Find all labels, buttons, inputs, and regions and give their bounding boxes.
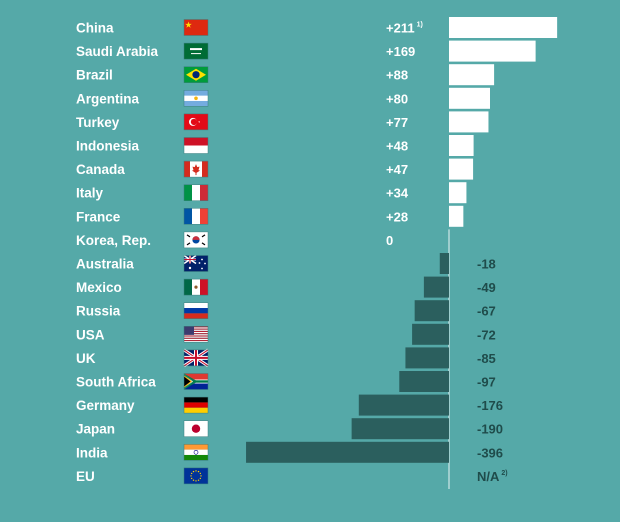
country-label-brazil: Brazil: [76, 68, 113, 83]
bar-brazil: [449, 64, 495, 86]
bar-australia: [439, 253, 449, 274]
value-label-argentina: +80: [386, 91, 408, 106]
usa-flag-icon: [183, 326, 209, 343]
bar-germany: [358, 394, 449, 416]
country-label-eu: EU: [76, 469, 95, 484]
korea-flag-icon: [183, 231, 209, 249]
mexico-flag-icon: [183, 278, 209, 296]
japan-flag-icon: [183, 420, 209, 437]
value-label-australia: -18: [477, 257, 496, 272]
value-label-eu: N/A: [477, 469, 500, 484]
country-label-germany: Germany: [76, 398, 135, 413]
australia-flag-icon: [183, 254, 209, 272]
germany-flag-icon: [183, 396, 209, 414]
south-africa-flag-icon: [183, 373, 209, 390]
saudi-arabia-flag-icon: [183, 42, 209, 60]
value-label-brazil: +88: [386, 68, 408, 83]
bar-russia: [414, 300, 449, 322]
country-label-turkey: Turkey: [76, 115, 120, 130]
bar-japan: [351, 418, 449, 440]
bar-saudi-arabia: [449, 40, 536, 62]
footnote-marker-eu: 2): [501, 470, 507, 477]
bar-italy: [449, 182, 467, 204]
value-label-turkey: +77: [386, 115, 408, 130]
country-label-india: India: [76, 445, 108, 460]
country-label-france: France: [76, 209, 121, 224]
value-label-canada: +47: [386, 162, 408, 177]
bar-france: [449, 205, 464, 227]
bar-uk: [405, 347, 449, 369]
bar-india: [246, 441, 449, 463]
bar-china: [449, 17, 558, 38]
country-label-canada: Canada: [76, 162, 125, 177]
italy-flag-icon: [183, 184, 209, 201]
value-label-india: -396: [477, 445, 503, 460]
value-label-france: +28: [386, 209, 408, 224]
value-label-south-africa: -97: [477, 375, 496, 390]
bar-mexico: [423, 276, 449, 298]
india-flag-icon: [183, 444, 209, 461]
value-label-italy: +34: [386, 186, 409, 201]
country-label-china: China: [76, 21, 114, 36]
indonesia-flag-icon: [183, 137, 209, 154]
russia-flag-icon: [183, 302, 209, 319]
country-label-uk: UK: [76, 351, 96, 366]
value-label-korea-rep: 0: [386, 233, 393, 248]
brazil-flag-icon: [183, 66, 209, 83]
bar-canada: [449, 158, 474, 180]
footnote-marker-china: 1): [417, 22, 423, 29]
china-flag-icon: [183, 19, 209, 36]
bar-south-africa: [399, 371, 449, 392]
value-label-germany: -176: [477, 398, 503, 413]
eu-flag-icon: [183, 467, 209, 485]
value-label-saudi-arabia: +169: [386, 44, 415, 59]
value-label-china: +211: [386, 21, 415, 36]
country-label-usa: USA: [76, 327, 105, 342]
bar-usa: [412, 323, 449, 345]
uk-flag-icon: [183, 348, 209, 368]
country-label-south-africa: South Africa: [76, 375, 156, 390]
country-label-australia: Australia: [76, 257, 134, 272]
country-label-argentina: Argentina: [76, 91, 139, 106]
value-label-uk: -85: [477, 351, 496, 366]
bar-indonesia: [449, 135, 474, 156]
value-label-mexico: -49: [477, 280, 496, 295]
value-label-russia: -67: [477, 304, 496, 319]
country-label-korea-rep: Korea, Rep.: [76, 233, 151, 248]
value-label-indonesia: +48: [386, 139, 408, 154]
bar-argentina: [449, 87, 490, 109]
france-flag-icon: [183, 208, 209, 225]
country-label-italy: Italy: [76, 186, 104, 201]
country-label-saudi-arabia: Saudi Arabia: [76, 44, 159, 59]
country-label-mexico: Mexico: [76, 280, 122, 295]
country-label-russia: Russia: [76, 304, 121, 319]
argentina-flag-icon: [183, 90, 209, 107]
turkey-flag-icon: [183, 113, 209, 131]
value-label-usa: -72: [477, 327, 496, 342]
country-label-japan: Japan: [76, 422, 115, 437]
country-label-indonesia: Indonesia: [76, 139, 140, 154]
canada-flag-icon: [183, 160, 209, 178]
bar-turkey: [449, 111, 489, 133]
value-label-japan: -190: [477, 422, 503, 437]
